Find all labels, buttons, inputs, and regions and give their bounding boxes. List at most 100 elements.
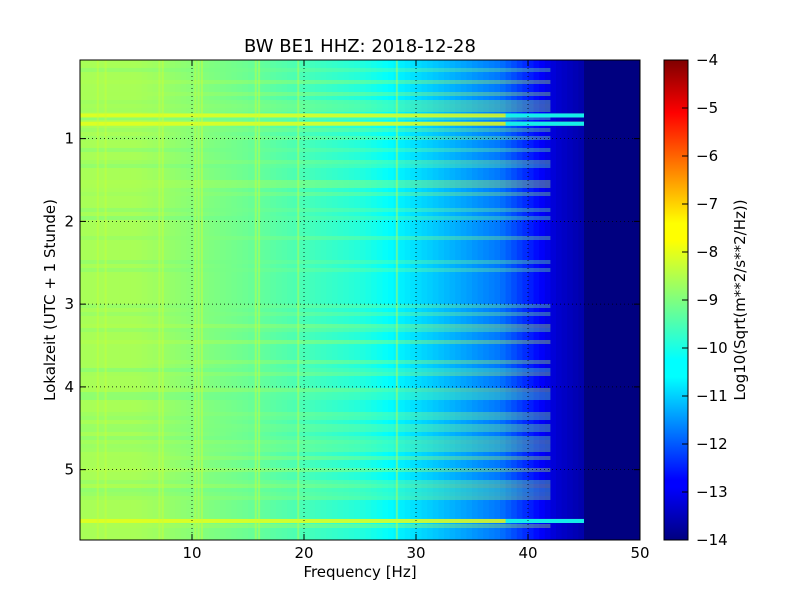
spectrum-column [533,60,540,540]
spectrum-column [298,60,305,540]
time-streak [80,388,551,392]
time-streak [80,360,551,364]
time-streak [80,216,551,220]
time-streak [80,524,551,528]
spectrum-column [522,60,529,540]
spectrum-column [348,60,355,540]
colorbar-tick-label: −5 [696,99,718,117]
spectrum-column [337,60,344,540]
spectrum-column [528,60,535,540]
time-streak [80,428,551,432]
spectrum-column [399,60,406,540]
tonal-line [297,60,300,540]
spectrum-column [539,60,546,540]
x-axis: 10 20 30 40 50 [182,60,650,562]
spectrum-column [281,60,288,540]
spectrum-column [343,60,350,540]
spectrum-column [220,60,227,540]
heatmap [80,60,640,540]
spectrum-column [91,60,98,540]
colorbar-tick-label: −4 [696,51,718,69]
spectrum-column [371,60,378,540]
time-streak [80,440,551,444]
tonal-line [161,60,164,540]
tonal-line [194,60,197,540]
spectrum-column [438,60,445,540]
spectrum-column [449,60,456,540]
spectrum-column [365,60,372,540]
time-streak [80,184,551,188]
time-streak [80,92,551,96]
x-tick-label: 50 [630,544,649,562]
spectrum-column [231,60,238,540]
spectrum-column [175,60,182,540]
grid-lines [80,60,640,540]
spectrum-column [427,60,434,540]
time-streak [80,436,551,440]
time-streak [80,148,551,152]
spectrum-column [544,60,551,540]
spectrum-column [388,60,395,540]
spectrum-column [236,60,243,540]
time-streak [80,496,551,500]
colorbar-tick-label: −11 [696,387,728,405]
chart-title: BW BE1 HHZ: 2018-12-28 [244,36,476,57]
time-streak [80,324,551,328]
time-streak [80,468,551,472]
time-streak [80,104,551,108]
spectrum-column [617,60,624,540]
spectrum-column [472,60,479,540]
spectrum-column [578,60,585,540]
spectrum-column [208,60,215,540]
spectrum-column [634,60,640,540]
spectrum-column [253,60,260,540]
spectrum-column [315,60,322,540]
tonal-line [258,60,261,540]
spectrum-column [595,60,602,540]
spectrum-column [292,60,299,540]
spectrum-column [197,60,204,540]
spectrum-column [102,60,109,540]
time-streak [80,416,551,420]
spectrum-column [192,60,199,540]
y-axis: 1 2 3 4 5 [64,130,640,479]
y-tick-label: 4 [64,378,74,396]
spectrum-column [410,60,417,540]
spectrum-column [332,60,339,540]
time-streak [80,108,551,112]
colorbar-ticks: −4 −5 −6 −7 −8 −9 −10 −11 −12 −13 −14 [682,51,728,549]
tonal-line [197,60,200,540]
spectrum-column [152,60,159,540]
spectrum-column [600,60,607,540]
spectrum-column [500,60,507,540]
spectrum-column [186,60,193,540]
time-streak [80,128,551,132]
spectrum-column [511,60,518,540]
spectrum-column [259,60,266,540]
spectrum-column [455,60,462,540]
spectrum-column [516,60,523,540]
y-axis-label: Lokalzeit (UTC + 1 Stunde) [41,199,59,401]
noise-line [80,518,584,523]
time-streak [80,488,551,492]
colorbar-tick-label: −9 [696,291,718,309]
time-streak [80,236,551,240]
time-streak [80,368,551,372]
spectrum-column [404,60,411,540]
spectrum-column [270,60,277,540]
spectrum-column [164,60,171,540]
spectrum-column [147,60,154,540]
spectrum-column [242,60,249,540]
time-streak [80,480,551,484]
spectrum-column [108,60,115,540]
spectrum-column [225,60,232,540]
time-streak [80,328,551,332]
spectrum-column [80,60,87,540]
colorbar-tick-label: −13 [696,483,728,501]
spectrum-column [606,60,613,540]
colorbar-tick-label: −10 [696,339,728,357]
y-tick-label: 1 [64,130,74,148]
spectrum-column [567,60,574,540]
spectrum-column [320,60,327,540]
